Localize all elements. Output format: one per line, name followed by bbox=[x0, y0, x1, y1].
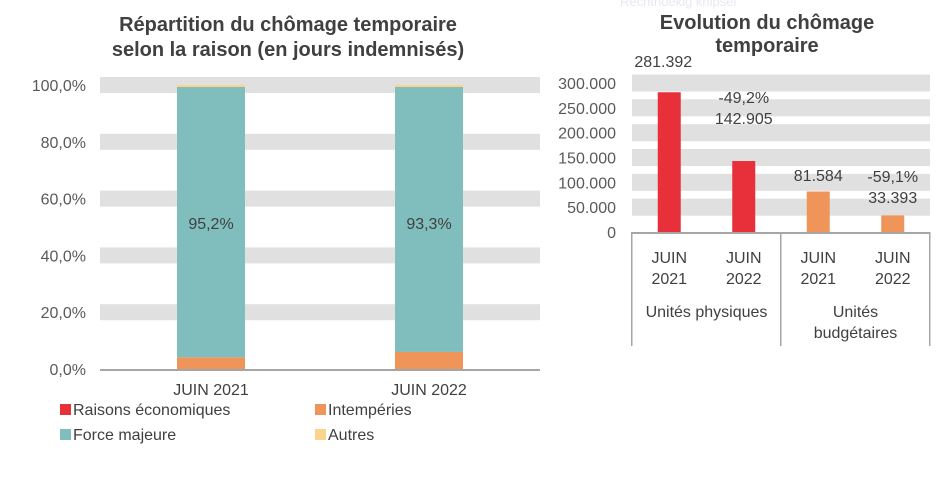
bar bbox=[657, 92, 681, 232]
bar bbox=[806, 191, 830, 232]
group-label: Unités physiques bbox=[646, 304, 768, 321]
y-tick-label: 60,0% bbox=[41, 192, 86, 209]
y-tick-label: 100,0% bbox=[32, 78, 86, 95]
y-tick-label: 200.000 bbox=[558, 126, 616, 143]
right-chart-title: Evolution du chômage bbox=[660, 12, 874, 34]
bar bbox=[732, 161, 756, 232]
y-tick-label: 0,0% bbox=[50, 362, 86, 379]
y-tick-label: 100.000 bbox=[558, 175, 616, 192]
group-label: Unités bbox=[833, 304, 878, 321]
x-tick-label: JUIN 2022 bbox=[391, 382, 467, 399]
y-tick-label: 80,0% bbox=[41, 135, 86, 152]
bar-segment-autres bbox=[395, 85, 463, 87]
bar bbox=[881, 215, 905, 232]
group-separator bbox=[780, 232, 782, 346]
x-tick-label: 2022 bbox=[726, 271, 762, 288]
legend-entry: Autres bbox=[328, 427, 374, 444]
gridline bbox=[100, 247, 540, 264]
x-tick-label: 2022 bbox=[875, 271, 911, 288]
x-tick-label: 2021 bbox=[651, 271, 687, 288]
data-label: 95,2% bbox=[188, 216, 233, 233]
data-label: 93,3% bbox=[406, 216, 451, 233]
x-tick-label: JUIN bbox=[651, 250, 687, 267]
y-tick-label: 40,0% bbox=[41, 248, 86, 265]
gridline bbox=[632, 149, 930, 166]
right-chart-title: temporaire bbox=[715, 35, 818, 57]
change-label: -59,1% bbox=[867, 169, 918, 186]
gridline bbox=[100, 190, 540, 207]
left-chart-title: selon la raison (en jours indemnisés) bbox=[112, 39, 464, 61]
gridline bbox=[632, 99, 930, 117]
legend-swatch bbox=[60, 429, 71, 440]
legend-swatch bbox=[315, 404, 326, 415]
change-label: -49,2% bbox=[718, 90, 769, 107]
gridline bbox=[632, 74, 930, 92]
bar-segment-intemp-ries bbox=[177, 357, 245, 369]
gridline bbox=[100, 77, 540, 93]
data-label: 33.393 bbox=[868, 190, 917, 207]
bar-segment-intemp-ries bbox=[395, 351, 463, 369]
data-label: 142.905 bbox=[715, 111, 773, 128]
group-separator bbox=[929, 232, 931, 346]
group-separator bbox=[631, 232, 633, 346]
y-tick-label: 20,0% bbox=[41, 305, 86, 322]
x-tick-label: JUIN bbox=[800, 250, 836, 267]
gridline bbox=[100, 133, 540, 150]
gridline bbox=[632, 173, 930, 191]
legend-entry: Force majeure bbox=[73, 427, 176, 444]
data-label: 281.392 bbox=[634, 54, 692, 71]
x-tick-label: JUIN 2021 bbox=[173, 382, 249, 399]
x-tick-label: JUIN bbox=[726, 250, 762, 267]
legend-entry: Intempéries bbox=[328, 402, 412, 419]
left-chart-title: Répartition du chômage temporaire bbox=[119, 14, 457, 36]
overlay-text: Rechthoekig knipsel bbox=[620, 0, 736, 9]
legend-entry: Raisons économiques bbox=[73, 402, 230, 419]
y-tick-label: 0 bbox=[607, 225, 616, 242]
data-label: 81.584 bbox=[794, 168, 843, 185]
y-tick-label: 300.000 bbox=[558, 76, 616, 93]
x-tick-label: 2021 bbox=[800, 271, 836, 288]
gridline bbox=[100, 304, 540, 321]
y-tick-label: 150.000 bbox=[558, 151, 616, 168]
legend-swatch bbox=[60, 404, 71, 415]
x-tick-label: JUIN bbox=[875, 250, 911, 267]
bar-segment-autres bbox=[177, 85, 245, 87]
bar-segment-force-majeure bbox=[177, 86, 245, 358]
gridline bbox=[632, 198, 930, 216]
x-axis-line bbox=[100, 369, 540, 371]
legend-swatch bbox=[315, 429, 326, 440]
group-label: budgétaires bbox=[814, 325, 898, 342]
y-tick-label: 50.000 bbox=[567, 200, 616, 217]
bar-segment-force-majeure bbox=[395, 86, 463, 352]
y-tick-label: 250.000 bbox=[558, 101, 616, 118]
gridline bbox=[632, 124, 930, 142]
